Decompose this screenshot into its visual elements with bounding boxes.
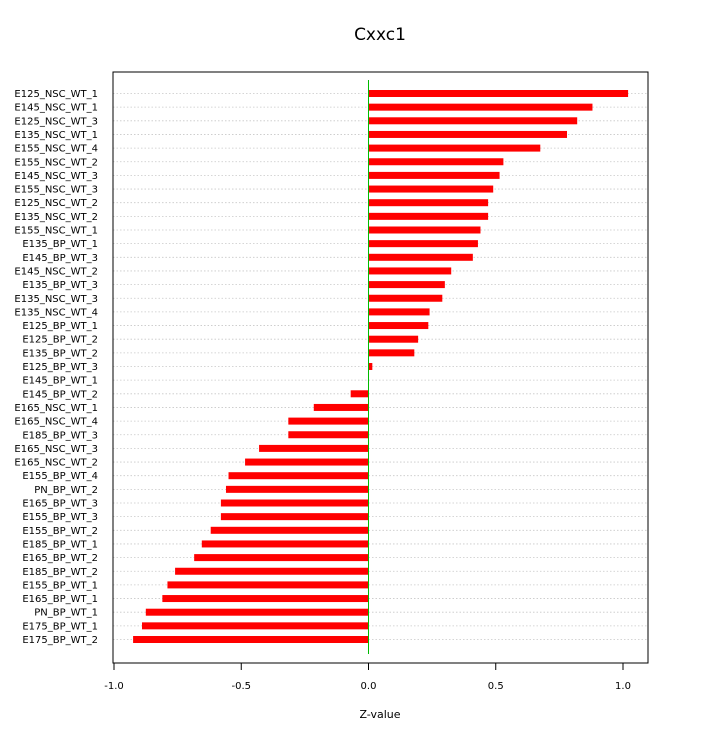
category-label: E165_NSC_WT_2 (14, 458, 98, 469)
bar (368, 281, 445, 289)
bar (368, 171, 500, 179)
category-label: E175_BP_WT_1 (22, 621, 98, 632)
category-label: E135_NSC_WT_3 (14, 294, 98, 305)
category-label: E125_NSC_WT_3 (14, 116, 98, 127)
bar (141, 622, 369, 630)
category-label: E175_BP_WT_2 (22, 635, 98, 646)
category-label: E135_BP_WT_1 (22, 239, 98, 250)
category-label: E125_BP_WT_2 (22, 335, 98, 346)
category-label: E155_NSC_WT_3 (14, 185, 98, 196)
category-label: E135_NSC_WT_2 (14, 212, 98, 223)
category-label: E135_NSC_WT_1 (14, 130, 98, 141)
category-label: E155_BP_WT_3 (22, 512, 98, 523)
bar (368, 253, 473, 261)
bar (167, 581, 369, 589)
bar (368, 240, 478, 248)
bar (175, 567, 369, 575)
category-label: E125_NSC_WT_2 (14, 198, 98, 209)
category-label: E165_NSC_WT_4 (14, 417, 98, 428)
category-label: E135_BP_WT_2 (22, 348, 98, 359)
bar (368, 349, 415, 357)
category-label: E185_BP_WT_3 (22, 430, 98, 441)
bar (368, 103, 593, 111)
bar (368, 90, 629, 97)
x-tick-label: 1.0 (615, 681, 631, 692)
category-label: E135_NSC_WT_4 (14, 307, 98, 318)
bar (368, 158, 504, 166)
category-label: E125_BP_WT_1 (22, 321, 98, 332)
bar (368, 130, 568, 138)
bar (368, 226, 481, 234)
x-axis-label: Z-value (359, 708, 400, 721)
bar (259, 444, 369, 452)
bar (225, 485, 369, 493)
category-label: PN_BP_WT_2 (34, 485, 98, 496)
bar (288, 417, 369, 425)
category-label: E155_BP_WT_1 (22, 580, 98, 591)
category-label: E185_BP_WT_2 (22, 567, 98, 578)
bar (194, 554, 369, 562)
category-label: E155_NSC_WT_1 (14, 226, 98, 237)
category-label: E145_NSC_WT_2 (14, 266, 98, 277)
bar (368, 117, 578, 125)
bar (368, 212, 489, 220)
x-tick-label: 0.0 (361, 681, 377, 692)
category-label: E185_BP_WT_1 (22, 539, 98, 550)
category-label: E145_NSC_WT_1 (14, 103, 98, 114)
category-label: E155_NSC_WT_4 (14, 144, 98, 155)
bar (228, 472, 369, 480)
bar (368, 322, 429, 330)
bar (368, 144, 541, 152)
bar (288, 431, 369, 439)
category-label: E165_NSC_WT_3 (14, 444, 98, 455)
bar (350, 390, 369, 398)
x-axis: -1.0 -0.5 0.0 0.5 1.0 (104, 662, 631, 692)
bar (133, 636, 369, 643)
x-tick-label: -1.0 (104, 681, 124, 692)
bar (368, 294, 443, 302)
x-tick-label: -0.5 (231, 681, 251, 692)
category-label: E145_NSC_WT_3 (14, 171, 98, 182)
bar (162, 595, 369, 603)
category-label: E165_NSC_WT_1 (14, 403, 98, 414)
category-label: E145_BP_WT_1 (22, 376, 98, 387)
bars (133, 90, 629, 643)
grid-lines (113, 93, 648, 640)
bar (201, 540, 369, 548)
bar (245, 458, 369, 466)
category-label: E165_BP_WT_3 (22, 499, 98, 510)
bar (145, 608, 369, 616)
bar (313, 403, 369, 411)
bar (220, 499, 369, 507)
bar (210, 526, 369, 534)
category-label: E165_BP_WT_1 (22, 594, 98, 605)
category-label: E125_NSC_WT_1 (14, 89, 98, 100)
x-tick-label: 0.5 (488, 681, 504, 692)
category-labels: E125_NSC_WT_1 E145_NSC_WT_1 E125_NSC_WT_3 E… (14, 89, 98, 646)
category-label: E155_NSC_WT_2 (14, 157, 98, 168)
bar (220, 513, 369, 521)
category-label: E145_BP_WT_3 (22, 253, 98, 264)
category-label: PN_BP_WT_1 (34, 608, 98, 619)
bar (368, 335, 419, 343)
bar (368, 308, 430, 316)
bar (368, 363, 373, 370)
bar (368, 199, 489, 207)
category-label: E145_BP_WT_2 (22, 389, 98, 400)
category-label: E125_BP_WT_3 (22, 362, 98, 373)
category-label: E135_BP_WT_3 (22, 280, 98, 291)
category-label: E155_BP_WT_4 (22, 471, 98, 482)
category-label: E155_BP_WT_2 (22, 526, 98, 537)
bar (368, 185, 494, 193)
category-label: E165_BP_WT_2 (22, 553, 98, 564)
bar (368, 267, 452, 275)
chart-title: Cxxc1 (354, 25, 406, 45)
